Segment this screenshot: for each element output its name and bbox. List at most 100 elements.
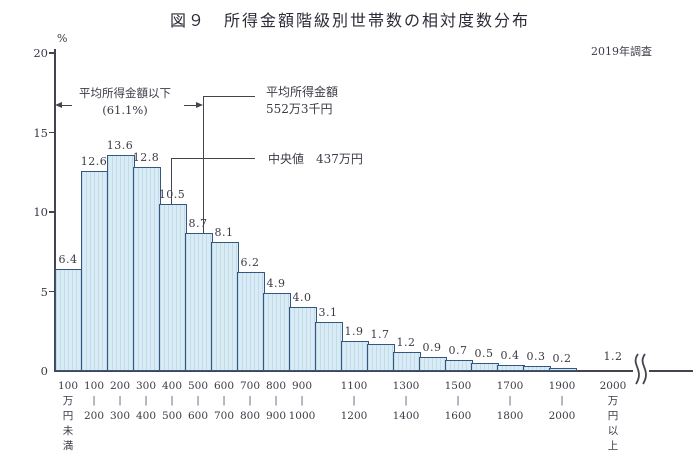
x-axis-label-line: 1200 [340,410,368,422]
bar [263,293,291,371]
x-axis-label-line: 600 [187,410,209,422]
bar [419,356,447,371]
range-separator: | [456,396,460,406]
bar-value-label: 6.2 [240,256,260,270]
x-axis [54,370,633,373]
bar [497,364,525,371]
left-arrow-line [61,104,72,106]
y-tick-mark [49,131,55,134]
bar-value-label: 1.2 [396,335,416,349]
y-tick-mark [49,290,55,293]
range-separator: | [248,396,252,406]
x-axis-label: 400 | 500 [150,379,194,424]
x-axis-label-line: 800 [239,410,261,422]
mean-connector-vertical-line [203,96,205,233]
bar [81,170,109,371]
x-axis-label: 900 | 1000 [280,379,324,424]
x-axis-label-line: 300 [135,380,157,392]
x-axis-label: 1700 | 1800 [488,379,532,424]
x-axis-label-line: 1300 [392,380,420,392]
x-axis-label-line: 1900 [548,380,576,392]
y-tick-label: 5 [40,284,48,299]
x-axis-label: 500 | 600 [176,379,220,424]
survey-year-note: 2019年調査 [591,45,652,58]
x-axis-label: 1100 | 1200 [332,379,376,424]
bar-value-label: 0.4 [500,348,520,362]
bar [315,321,343,371]
x-axis-label-line: 200 [83,410,105,422]
range-separator: | [274,396,278,406]
x-axis-label: 100 万円未満 [46,379,90,454]
x-axis-label-line: 600 [213,380,235,392]
left-arrowhead-icon [55,101,62,108]
x-axis-label: 1900 | 2000 [540,379,584,424]
x-axis-label-line: 2000 [548,410,576,422]
median-connector-horizontal-line [171,158,255,160]
bar-value-label: 0.3 [526,350,546,364]
x-axis-label: 600 | 700 [202,379,246,424]
median-connector-vertical-line [171,158,173,204]
bar [185,232,213,371]
x-axis-label: 700 | 800 [228,379,272,424]
x-axis-label-line: 700 [239,380,261,392]
x-axis-label-line: 満 [62,440,74,452]
range-separator: | [144,396,148,406]
bar-value-label: 10.5 [158,188,186,202]
bar [237,272,265,371]
x-axis-label-line: 400 [135,410,157,422]
range-separator: | [92,396,96,406]
range-separator: | [404,396,408,406]
bar [445,359,473,371]
bar-value-label: 1.7 [370,327,390,341]
chart-title: 図９ 所得金額階級別世帯数の相対度数分布 [169,11,530,30]
bar [523,366,551,371]
bar-value-label: 0.2 [552,351,572,365]
range-separator: | [196,396,200,406]
below-mean-annotation: 平均所得金額以下 (61.1%) [58,85,192,119]
below-mean-percentage: (61.1%) [102,103,148,117]
right-arrow-line [184,104,197,106]
x-axis-label-line: 900 [265,410,287,422]
x-axis-label: 300 | 400 [124,379,168,424]
range-separator: | [352,396,356,406]
x-axis-label-line: 1800 [496,410,524,422]
x-axis-label-line: 500 [161,410,183,422]
bar-value-label: 6.4 [58,253,78,267]
range-separator: | [508,396,512,406]
y-tick-label: 15 [33,125,48,140]
bar-value-label: 0.5 [474,347,494,361]
x-axis-label-line: 1100 [340,380,368,392]
bar-value-label: 1.2 [603,350,623,363]
x-axis-label-line: 円 [62,410,74,422]
bar-value-label: 0.7 [448,343,468,357]
x-axis-label-line: 1600 [444,410,472,422]
range-separator: | [222,396,226,406]
x-axis-label-line: 400 [161,380,183,392]
x-axis-label-line: 900 [291,380,313,392]
x-axis-label-line: 800 [265,380,287,392]
x-axis-label-line: 1500 [444,380,472,392]
bar [393,351,421,371]
bar-value-label: 1.9 [344,324,364,338]
x-axis-label: 2000 万円以上 [591,379,635,454]
bar-value-label: 12.6 [80,154,108,168]
bar [55,269,83,371]
y-axis-unit-label: % [57,32,68,45]
x-axis-continuation [649,370,693,373]
bar [289,307,317,371]
x-axis-label-line: 1700 [496,380,524,392]
below-mean-label: 平均所得金額以下 [79,86,171,100]
y-tick-mark [49,52,55,54]
y-tick-mark [49,211,55,213]
x-axis-label: 800 | 900 [254,379,298,424]
mean-annotation: 平均所得金額 552万3千円 [266,84,338,118]
bar [471,363,499,371]
y-tick-label: 10 [33,205,48,219]
x-axis-label-line: 1400 [392,410,420,422]
mean-connector-horizontal-line [203,96,255,98]
mean-label: 平均所得金額 [266,85,339,99]
mean-value: 552万3千円 [266,102,333,116]
range-separator: | [170,396,174,406]
